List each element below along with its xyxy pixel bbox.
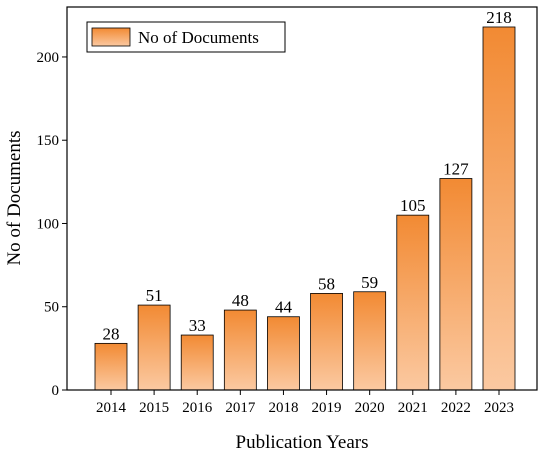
x-tick-label-2022: 2022 (441, 400, 471, 416)
y-tick-label-200: 200 (37, 50, 60, 66)
data-label-2016: 33 (189, 316, 206, 335)
bar-2020 (353, 291, 387, 391)
data-label-2020: 59 (361, 273, 378, 292)
x-tick-label-2014: 2014 (96, 400, 127, 416)
bar-2022 (439, 178, 473, 391)
bar-2016 (180, 334, 214, 391)
data-label-2023: 218 (486, 8, 512, 27)
bar-2014 (94, 342, 128, 391)
x-tick-label-2023: 2023 (484, 400, 514, 416)
x-tick-label-2017: 2017 (225, 400, 256, 416)
plot-frame (66, 6, 538, 391)
data-label-2018: 44 (275, 298, 293, 317)
bar-2017 (223, 309, 257, 391)
y-tick-label-100: 100 (37, 216, 60, 232)
bar-2023 (482, 26, 516, 391)
x-tick-label-2021: 2021 (398, 400, 428, 416)
bar-2019 (310, 293, 343, 391)
bar-2015 (137, 304, 171, 391)
bar-2018 (267, 316, 300, 391)
data-label-2019: 58 (318, 274, 335, 293)
x-axis: 2014 2015 2016 2017 2018 2019 2020 2021 2022 2023 (96, 390, 514, 416)
x-tick-label-2015: 2015 (139, 400, 169, 416)
x-tick-label-2020: 2020 (355, 400, 385, 416)
data-label-2015: 51 (146, 286, 163, 305)
legend-label: No of Documents (138, 28, 259, 47)
data-label-2014: 28 (103, 324, 120, 343)
bar-2021 (396, 214, 430, 391)
x-tick-label-2016: 2016 (182, 400, 213, 416)
legend: No of Documents (86, 21, 286, 53)
x-tick-label-2019: 2019 (312, 400, 342, 416)
data-labels-group: 28 51 33 48 44 58 59 105 127 218 (103, 8, 512, 343)
y-tick-label-50: 50 (44, 300, 59, 316)
x-axis-title: Publication Years (236, 432, 369, 453)
bars-group (94, 26, 516, 391)
y-axis-title: No of Documents (4, 130, 25, 265)
x-tick-label-2018: 2018 (268, 400, 298, 416)
data-label-2022: 127 (443, 160, 469, 179)
data-label-2021: 105 (400, 196, 426, 215)
y-axis: 0 50 100 150 200 (37, 50, 67, 399)
y-tick-label-0: 0 (52, 383, 60, 399)
y-tick-label-150: 150 (37, 133, 60, 149)
legend-swatch (91, 27, 131, 47)
data-label-2017: 48 (232, 291, 249, 310)
